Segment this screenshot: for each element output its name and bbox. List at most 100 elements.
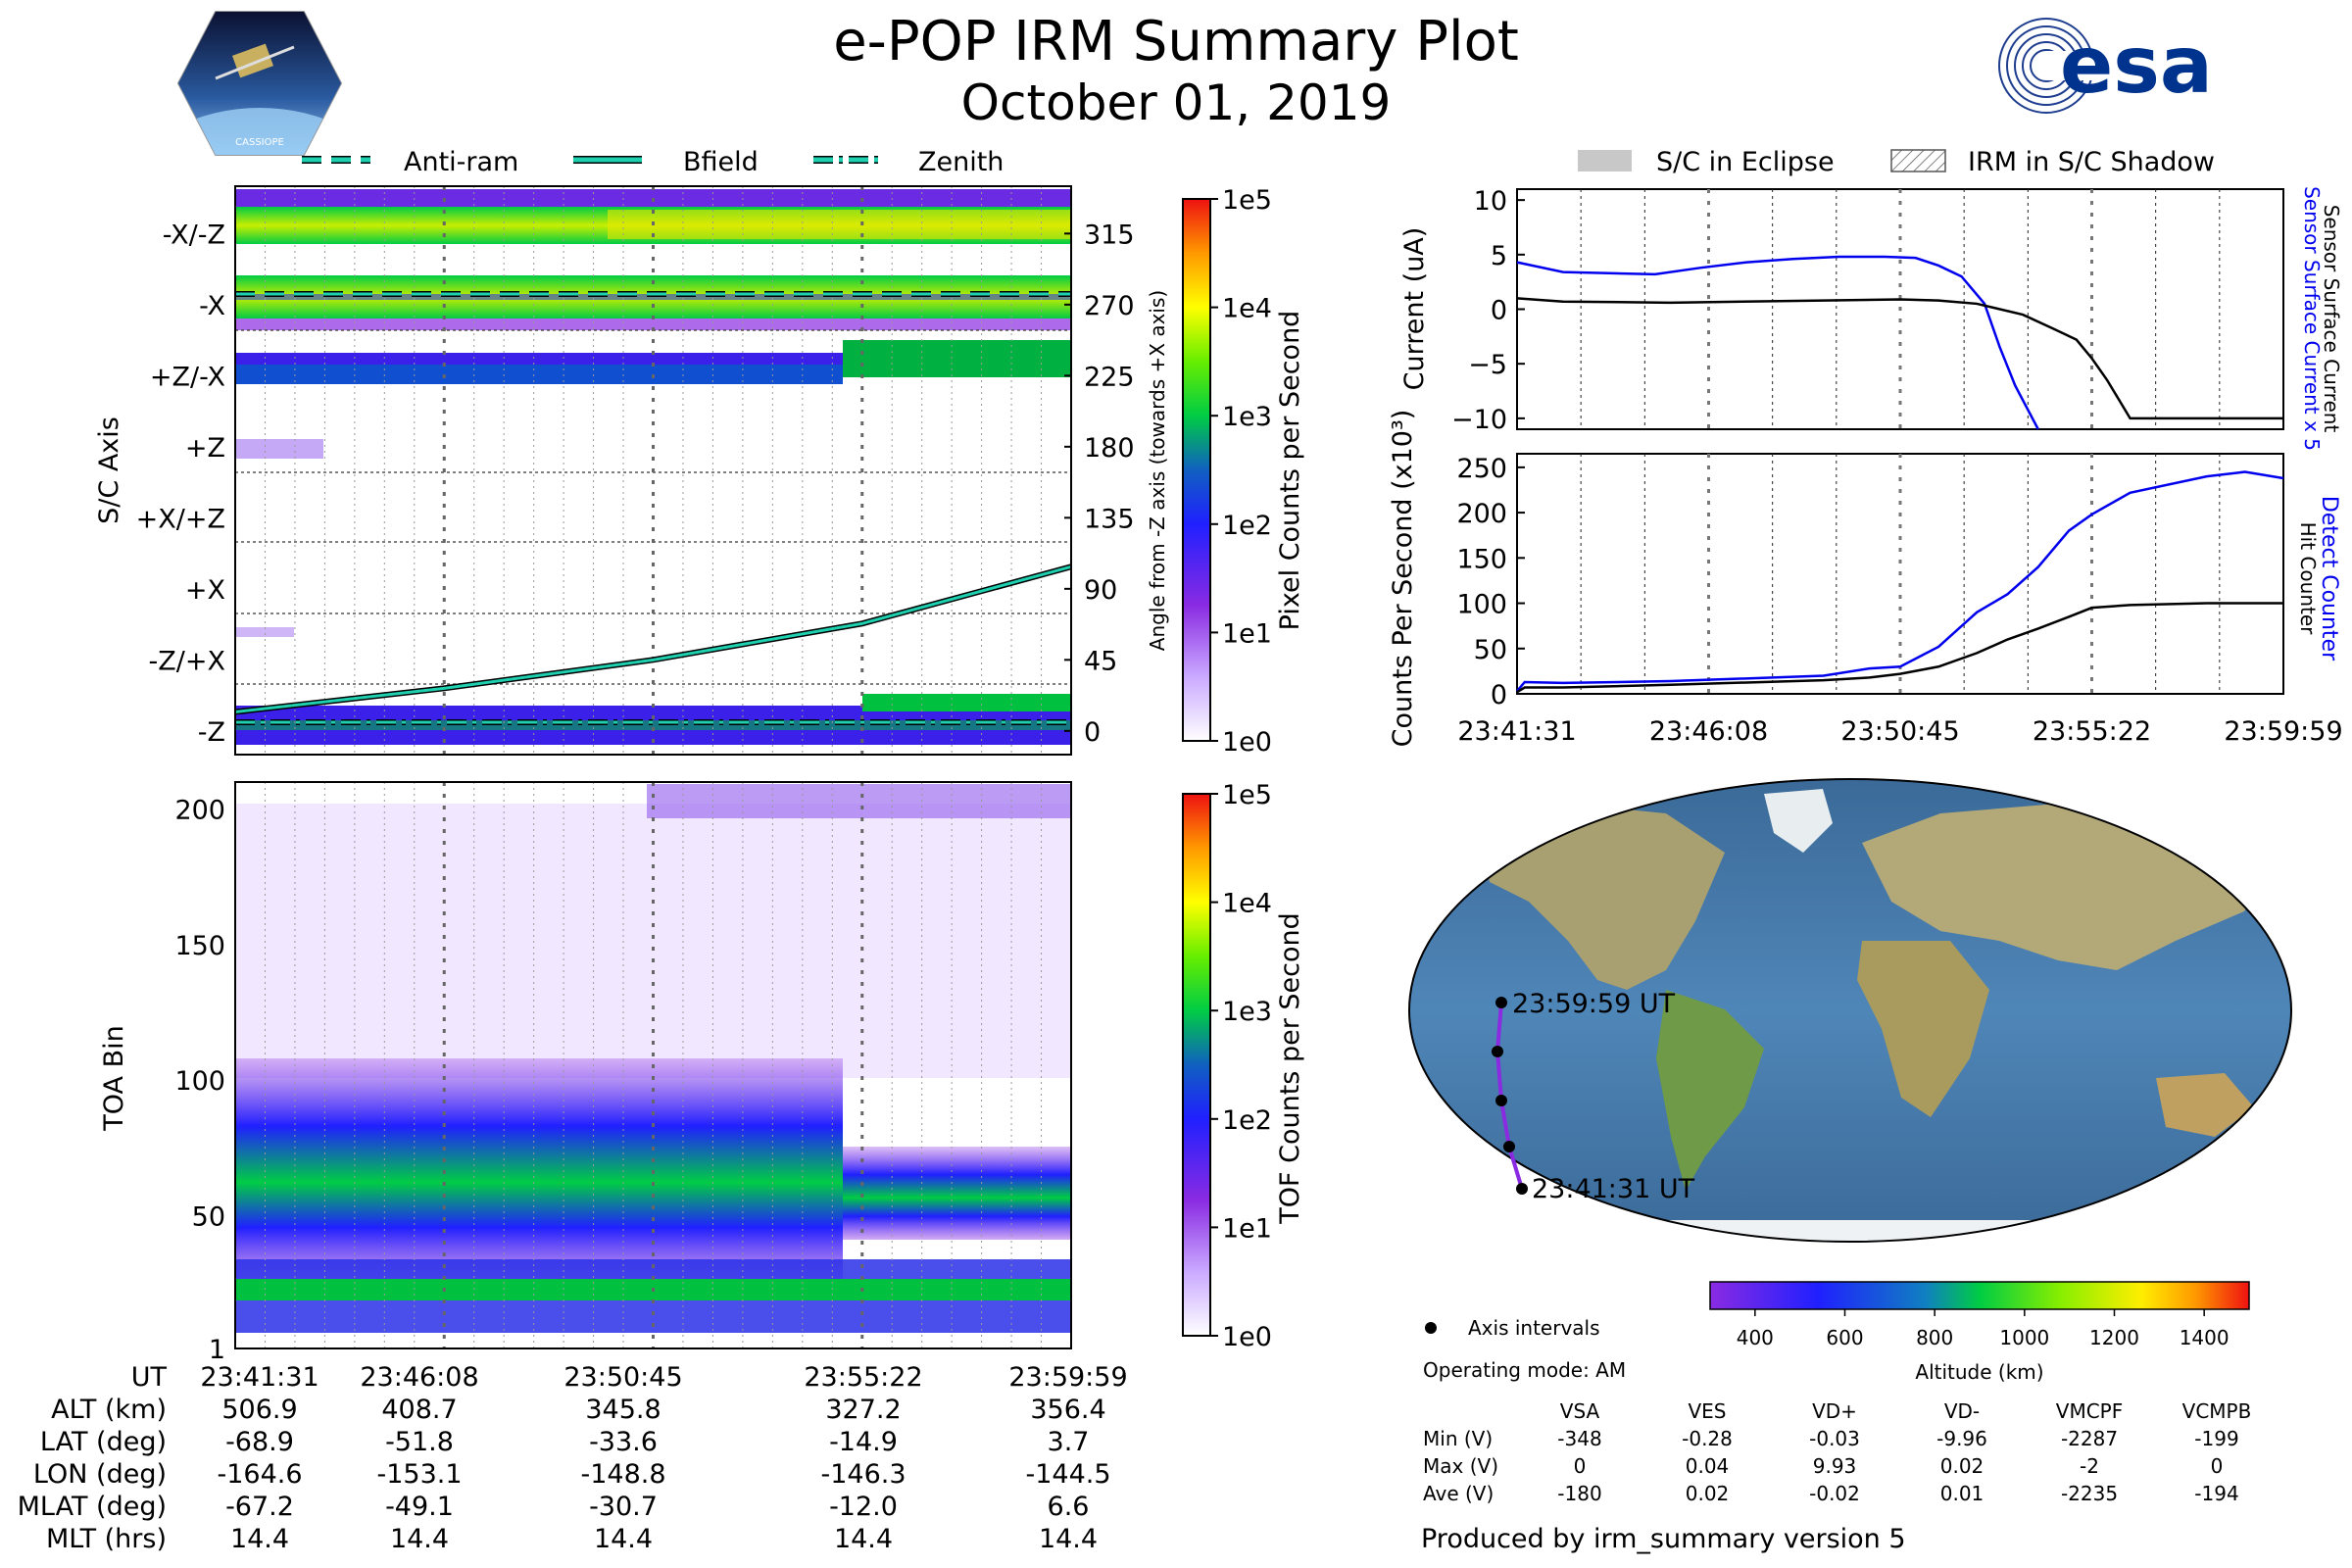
orbit-row-label: ALT (km) [51,1395,167,1425]
footer-note: Produced by irm_summary version 5 [1421,1524,1906,1554]
colorbar-tick-label: 1e5 [1222,780,1272,810]
sc-angle-tick-label: 180 [1084,433,1135,464]
orbit-cell: -14.9 [829,1427,898,1457]
orbit-end-label: 23:59:59 UT [1512,989,1676,1019]
colorbar-tick-label: 1e2 [1222,511,1272,541]
sc-axis-tick-label: +X [185,575,225,606]
sc-axis-ylabel: S/C Axis [94,416,124,524]
toa-tick-label: 150 [174,931,225,961]
voltage-row-label: Ave (V) [1423,1482,1494,1505]
orbit-start-label: 23:41:31 UT [1532,1174,1695,1204]
orbit-cell: -33.6 [589,1427,658,1457]
colorbar-tick-label: 1e0 [1222,727,1272,758]
counts-right-label-black: Hit Counter [2296,522,2320,635]
right-legend: S/C in Eclipse IRM in S/C Shadow [1578,147,2215,177]
current-plot: 10 5 0 −5 −10 Current (uA) Sensor Surface Cu… [1399,186,2343,451]
orbit-row-label: LON (deg) [32,1459,167,1490]
orbit-cell: 23:46:08 [360,1362,479,1393]
orbit-cell: -164.6 [217,1459,303,1490]
legend-shadow: IRM in S/C Shadow [1968,147,2215,177]
orbit-cell: -49.1 [385,1492,454,1522]
voltage-col-header: VCMPB [2181,1399,2252,1423]
orbit-point [1495,1095,1507,1106]
orbit-cell: 14.4 [593,1524,654,1554]
voltage-cell: -9.96 [1936,1427,1987,1450]
satellite-icon [231,43,274,78]
legend-eclipse: S/C in Eclipse [1656,147,1835,177]
current-right-label-blue: Sensor Surface Current x 5 [2300,186,2324,451]
voltage-cell: -0.02 [1809,1482,1860,1505]
line-tick-label: 5 [1491,241,1507,271]
pixel-colorbar-label: Pixel Counts per Second [1275,311,1305,631]
altitude-tick-label: 1200 [2089,1326,2139,1349]
colorbar-tick-label: 1e1 [1222,1213,1272,1244]
altitude-label: Altitude (km) [1915,1360,2043,1384]
colorbar-tick-label: 1e5 [1222,185,1272,216]
orbit-cell: 14.4 [389,1524,450,1554]
voltage-cell: 0 [2210,1454,2224,1478]
cassiope-logo: CASSIOPE [176,11,343,156]
orbit-row-label: MLT (hrs) [45,1524,167,1554]
counts-ylabel: Counts Per Second (x10³) [1388,410,1418,748]
time-tick-label: 23:55:22 [2033,716,2151,747]
voltage-cell: 0.04 [1685,1454,1730,1478]
orbit-cell: 23:59:59 [1008,1362,1128,1393]
voltage-cell: 0.02 [1939,1454,1984,1478]
orbit-point [1492,1046,1503,1057]
orbit-row-label: LAT (deg) [39,1427,167,1457]
orbit-point-end [1495,997,1507,1008]
voltage-table: VSA VES VD+ VD- VMCPF VCMPB Min (V) -348 -0.28 -0… [1411,1399,2293,1517]
voltage-col-header: VD- [1943,1399,1981,1423]
orbit-cell: -146.3 [820,1459,906,1490]
line-tick-label: 50 [1474,635,1507,665]
toa-tick-label: 50 [192,1201,225,1232]
toa-tick-label: 1 [209,1335,225,1365]
sc-angle-tick-label: 45 [1084,646,1117,676]
line-tick-label: 0 [1491,296,1507,326]
altitude-tick-label: 1000 [1999,1326,2049,1349]
world-map: 23:59:59 UT 23:41:31 UT [1408,778,2292,1243]
orbit-cell: 408.7 [381,1395,458,1425]
orbit-cell: -68.9 [225,1427,294,1457]
counts-plot: 0 50 100 150 200 250 23:41:31 23:46:08 23:50:45… [1388,410,2343,748]
series-line [1516,297,2283,420]
orbit-cell: -67.2 [225,1492,294,1522]
voltage-cell: -199 [2194,1427,2239,1450]
page-date: October 01, 2019 [960,74,1392,131]
left-legend: Anti-ram Bfield Zenith [302,147,1004,177]
series-line [1516,255,2039,430]
colorbar-tick-label: 1e0 [1222,1322,1272,1352]
colorbar-tick-label: 1e3 [1222,997,1272,1027]
toa-tick-label: 200 [174,796,225,826]
sc-angle-tick-label: 0 [1084,717,1101,748]
line-tick-label: −5 [1468,350,1507,380]
sc-angle-tick-label: 315 [1084,220,1135,250]
line-tick-label: 10 [1474,186,1507,217]
esa-logo: esa [1998,18,2213,114]
toa-ylabel: TOA Bin [99,1025,129,1131]
sc-angle-tick-label: 270 [1084,291,1135,321]
colorbar-tick-label: 1e3 [1222,402,1272,432]
voltage-row-label: Max (V) [1423,1454,1498,1478]
voltage-cell: -348 [1557,1427,1602,1450]
orbit-row-label: UT [130,1362,167,1393]
sc-axis-tick-label: +Z/-X [150,362,225,392]
orbit-table: UT 23:41:31 23:46:08 23:50:45 23:55:22 23:59:… [0,1362,1176,1568]
bfield-line-inner [234,564,1072,713]
voltage-col-header: VSA [1559,1399,1600,1423]
time-tick-label: 23:41:31 [1457,716,1576,747]
orbit-cell: 23:50:45 [564,1362,683,1393]
sc-angle-tick-label: 225 [1084,362,1135,392]
time-tick-label: 23:46:08 [1649,716,1768,747]
counts-right-label-blue: Detect Counter [2317,496,2341,662]
voltage-cell: -2287 [2060,1427,2119,1450]
orbit-cell: 23:41:31 [200,1362,319,1393]
esa-logo-text: esa [2060,20,2213,111]
altitude-tick-label: 600 [1826,1326,1863,1349]
orbit-cell: 6.6 [1047,1492,1090,1522]
tof-colorbar-label: TOF Counts per Second [1275,912,1305,1225]
current-ylabel: Current (uA) [1399,227,1430,391]
orbit-cell: -30.7 [589,1492,658,1522]
orbit-points [1492,997,1528,1195]
